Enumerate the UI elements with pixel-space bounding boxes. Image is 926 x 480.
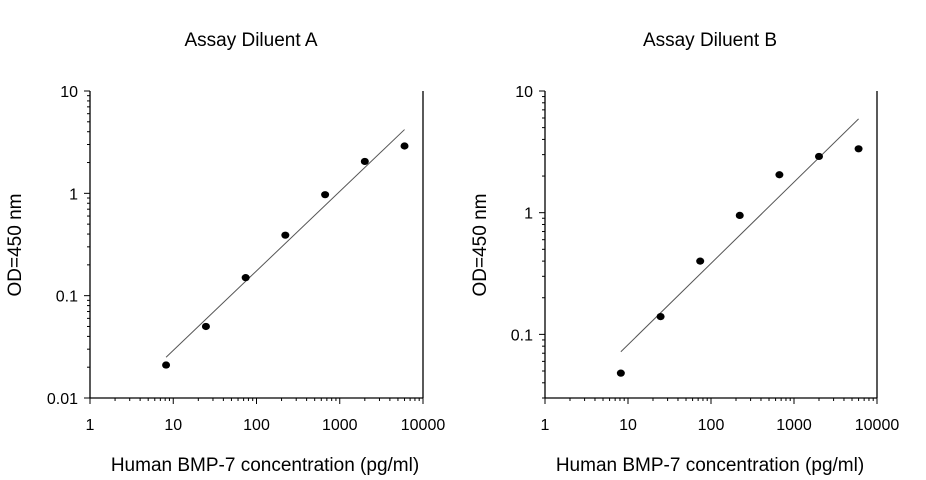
fit-line [620, 118, 859, 353]
data-point [241, 274, 250, 282]
x-tick-label: 1 [541, 417, 550, 434]
y-axis-label: OD=450 nm [5, 194, 26, 297]
data-point [814, 152, 823, 161]
axes [84, 90, 424, 404]
chart-panel-a: Assay Diluent A Human BMP-7 concentratio… [5, 30, 445, 476]
data-points [162, 142, 409, 369]
x-tick-label: 100 [243, 417, 270, 434]
data-point [400, 142, 409, 150]
chart-panel-b: Assay Diluent B Human BMP-7 concentratio… [470, 30, 899, 476]
data-point [201, 322, 210, 331]
x-tick-label: 10 [164, 417, 182, 434]
data-point [775, 171, 784, 179]
data-points [616, 145, 863, 377]
x-tick-label: 10 [619, 417, 637, 434]
fit-line [165, 129, 405, 358]
axes [539, 90, 878, 404]
data-point [696, 257, 705, 265]
data-point [321, 191, 330, 199]
tick-labels: 1 10 100 1000 10000 0.1 1 10 [511, 84, 900, 434]
data-point [735, 211, 744, 219]
x-tick-label: 10000 [855, 417, 900, 434]
data-point [656, 312, 665, 321]
fit-line-group [165, 129, 405, 358]
chart-title: Assay Diluent A [184, 30, 317, 51]
data-point [854, 145, 863, 153]
y-tick-label: 0.1 [56, 289, 78, 306]
data-point [162, 361, 171, 369]
data-point [360, 157, 369, 166]
y-tick-label: 10 [515, 84, 533, 101]
data-point [616, 369, 625, 377]
x-axis-label: Human BMP-7 concentration (pg/ml) [111, 455, 419, 476]
chart-title: Assay Diluent B [643, 30, 777, 51]
x-tick-label: 100 [698, 417, 725, 434]
tick-labels: 1 10 100 1000 10000 0.01 0.1 1 10 [47, 84, 445, 434]
data-point [281, 231, 290, 239]
y-axis-label: OD=450 nm [470, 194, 491, 297]
x-tick-label: 1000 [322, 417, 358, 434]
x-tick-label: 1 [86, 417, 95, 434]
x-tick-label: 1000 [776, 417, 812, 434]
fit-line-group [620, 118, 859, 353]
y-tick-label: 0.1 [511, 327, 533, 344]
y-tick-label: 10 [60, 84, 78, 101]
y-tick-label: 1 [69, 186, 78, 203]
x-axis-label: Human BMP-7 concentration (pg/ml) [556, 455, 864, 476]
y-tick-label: 0.01 [47, 391, 78, 408]
y-tick-label: 1 [524, 206, 533, 223]
x-tick-label: 10000 [401, 417, 446, 434]
